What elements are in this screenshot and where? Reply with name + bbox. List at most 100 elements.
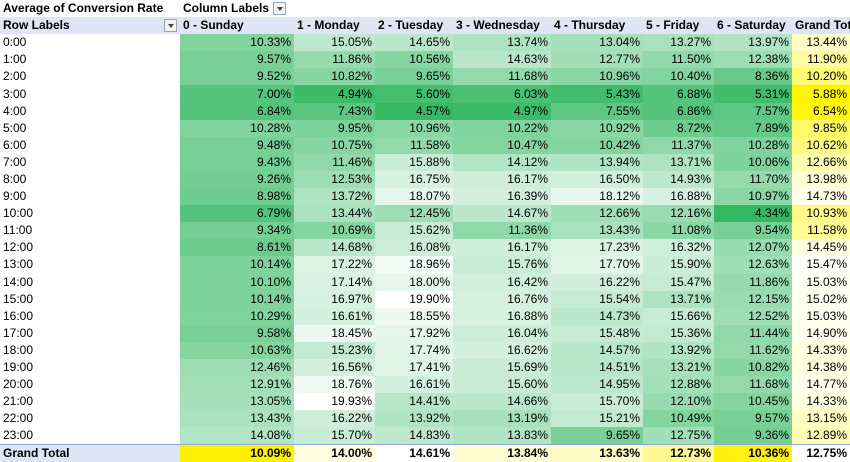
value-cell[interactable]: 9.48%: [180, 136, 294, 154]
value-field-label[interactable]: Average of Conversion Rate: [0, 0, 180, 18]
row-label[interactable]: 14:00: [0, 273, 180, 291]
value-cell[interactable]: 14.41%: [375, 393, 453, 411]
value-cell[interactable]: 9.36%: [714, 427, 792, 445]
value-cell[interactable]: 12.07%: [714, 239, 792, 257]
grand-total-cell[interactable]: 12.89%: [792, 427, 850, 445]
value-cell[interactable]: 14.83%: [375, 427, 453, 445]
row-labels-label[interactable]: Row Labels: [3, 18, 70, 33]
row-label[interactable]: 4:00: [0, 102, 180, 120]
value-cell[interactable]: 13.19%: [453, 410, 551, 428]
grand-total-cell[interactable]: 13.15%: [792, 410, 850, 428]
value-cell[interactable]: 4.97%: [453, 102, 551, 120]
value-cell[interactable]: 15.62%: [375, 222, 453, 240]
row-label[interactable]: 11:00: [0, 222, 180, 240]
grand-total-cell[interactable]: 15.03%: [792, 273, 850, 291]
value-cell[interactable]: 10.29%: [180, 307, 294, 325]
row-label[interactable]: 7:00: [0, 153, 180, 171]
value-cell[interactable]: 15.70%: [551, 393, 643, 411]
value-cell[interactable]: 11.68%: [714, 376, 792, 394]
grand-total-value-cell[interactable]: 13.84%: [453, 444, 551, 462]
value-cell[interactable]: 13.71%: [643, 153, 714, 171]
value-cell[interactable]: 15.70%: [294, 427, 375, 445]
value-cell[interactable]: 10.69%: [294, 222, 375, 240]
value-cell[interactable]: 16.17%: [453, 239, 551, 257]
value-cell[interactable]: 10.75%: [294, 136, 375, 154]
grand-total-cell[interactable]: 11.58%: [792, 222, 850, 240]
grand-total-cell[interactable]: 15.02%: [792, 290, 850, 308]
value-cell[interactable]: 11.50%: [643, 51, 714, 69]
grand-total-cell[interactable]: 5.88%: [792, 85, 850, 103]
grand-total-label[interactable]: Grand Total: [0, 444, 180, 462]
value-cell[interactable]: 15.88%: [375, 153, 453, 171]
grand-total-value-cell[interactable]: 12.75%: [792, 444, 850, 462]
value-cell[interactable]: 9.65%: [551, 427, 643, 445]
grand-total-value-cell[interactable]: 14.61%: [375, 444, 453, 462]
grand-total-cell[interactable]: 13.98%: [792, 170, 850, 189]
value-cell[interactable]: 15.54%: [551, 290, 643, 308]
value-cell[interactable]: 12.52%: [714, 307, 792, 325]
value-cell[interactable]: 13.27%: [643, 34, 714, 52]
grand-total-value-cell[interactable]: 14.00%: [294, 444, 375, 462]
grand-total-cell[interactable]: 15.03%: [792, 307, 850, 325]
column-header[interactable]: 0 - Sunday: [180, 17, 294, 35]
value-cell[interactable]: 5.60%: [375, 85, 453, 103]
value-cell[interactable]: 5.43%: [551, 85, 643, 103]
value-cell[interactable]: 4.57%: [375, 102, 453, 120]
grand-total-cell[interactable]: 11.90%: [792, 51, 850, 69]
grand-total-cell[interactable]: 10.93%: [792, 205, 850, 223]
value-cell[interactable]: 12.66%: [551, 205, 643, 223]
column-header[interactable]: 5 - Friday: [643, 17, 714, 35]
value-cell[interactable]: 11.36%: [453, 222, 551, 240]
grand-total-cell[interactable]: 10.62%: [792, 136, 850, 154]
value-cell[interactable]: 12.75%: [643, 427, 714, 445]
value-cell[interactable]: 10.14%: [180, 256, 294, 274]
value-cell[interactable]: 16.39%: [453, 188, 551, 206]
row-label[interactable]: 16:00: [0, 307, 180, 325]
value-cell[interactable]: 14.57%: [551, 341, 643, 359]
value-cell[interactable]: 13.71%: [643, 290, 714, 308]
value-cell[interactable]: 11.08%: [643, 222, 714, 240]
value-cell[interactable]: 19.93%: [294, 393, 375, 411]
value-cell[interactable]: 12.15%: [714, 290, 792, 308]
value-cell[interactable]: 17.74%: [375, 341, 453, 359]
row-label[interactable]: 13:00: [0, 256, 180, 274]
value-cell[interactable]: 18.76%: [294, 376, 375, 394]
grand-total-value-cell[interactable]: 10.09%: [180, 444, 294, 462]
value-cell[interactable]: 10.45%: [714, 393, 792, 411]
value-cell[interactable]: 13.74%: [453, 34, 551, 52]
value-cell[interactable]: 13.97%: [714, 34, 792, 52]
grand-total-cell[interactable]: 6.54%: [792, 102, 850, 120]
grand-total-cell[interactable]: 15.47%: [792, 256, 850, 274]
value-cell[interactable]: 16.22%: [551, 273, 643, 291]
row-label[interactable]: 0:00: [0, 34, 180, 52]
row-label[interactable]: 15:00: [0, 290, 180, 308]
value-cell[interactable]: 12.38%: [714, 51, 792, 69]
row-label[interactable]: 22:00: [0, 410, 180, 428]
value-cell[interactable]: 12.46%: [180, 358, 294, 377]
value-cell[interactable]: 13.83%: [453, 427, 551, 445]
value-cell[interactable]: 9.95%: [294, 119, 375, 137]
value-cell[interactable]: 18.45%: [294, 324, 375, 342]
value-cell[interactable]: 10.06%: [714, 153, 792, 171]
grand-total-cell[interactable]: 14.77%: [792, 376, 850, 394]
value-cell[interactable]: 10.97%: [714, 188, 792, 206]
row-label[interactable]: 3:00: [0, 85, 180, 103]
value-cell[interactable]: 6.84%: [180, 102, 294, 120]
value-cell[interactable]: 11.86%: [294, 51, 375, 69]
grand-total-cell[interactable]: 14.38%: [792, 358, 850, 377]
value-cell[interactable]: 8.36%: [714, 68, 792, 86]
value-cell[interactable]: 12.45%: [375, 205, 453, 223]
grand-total-value-cell[interactable]: 13.63%: [551, 444, 643, 462]
row-label[interactable]: 10:00: [0, 205, 180, 223]
value-cell[interactable]: 7.43%: [294, 102, 375, 120]
value-cell[interactable]: 9.65%: [375, 68, 453, 86]
row-label[interactable]: 20:00: [0, 376, 180, 394]
value-cell[interactable]: 19.90%: [375, 290, 453, 308]
value-cell[interactable]: 16.08%: [375, 239, 453, 257]
value-cell[interactable]: 11.37%: [643, 136, 714, 154]
value-cell[interactable]: 13.44%: [294, 205, 375, 223]
value-cell[interactable]: 8.98%: [180, 188, 294, 206]
grand-total-cell[interactable]: 14.90%: [792, 324, 850, 342]
column-filter-dropdown-icon[interactable]: [273, 2, 287, 16]
column-header[interactable]: 6 - Saturday: [714, 17, 792, 35]
